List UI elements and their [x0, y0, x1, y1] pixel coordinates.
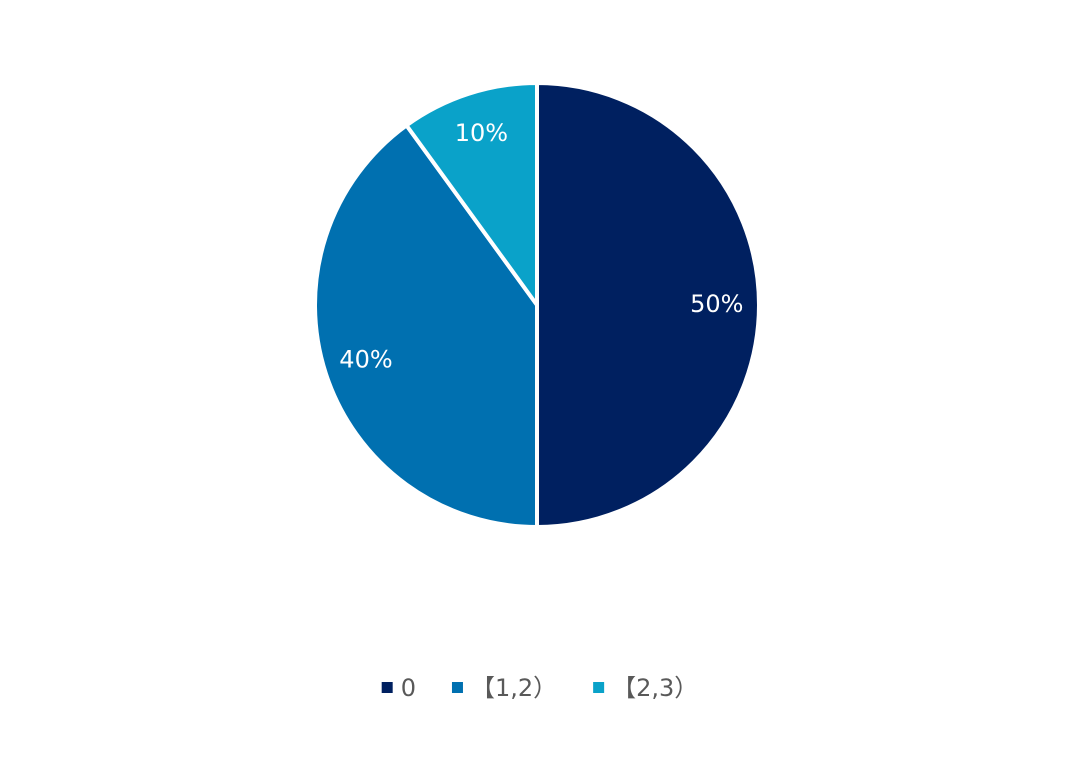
legend: 0 【1,2） 【2,3）: [381, 674, 698, 702]
legend-label: 0: [401, 674, 416, 702]
legend-label: 【1,2）: [471, 674, 557, 702]
data-label: 50%: [690, 290, 743, 318]
data-label: 40%: [339, 346, 392, 374]
legend-marker: [381, 682, 393, 693]
data-label: 10%: [455, 119, 508, 147]
legend-marker: [451, 682, 463, 693]
pie-slice: [404, 81, 539, 307]
pie-slice: [313, 123, 539, 529]
pie: 50% 40% 10%: [313, 81, 761, 529]
legend-label: 【2,3）: [612, 674, 698, 702]
pie-slice: [535, 81, 761, 529]
legend-marker: [593, 682, 605, 693]
